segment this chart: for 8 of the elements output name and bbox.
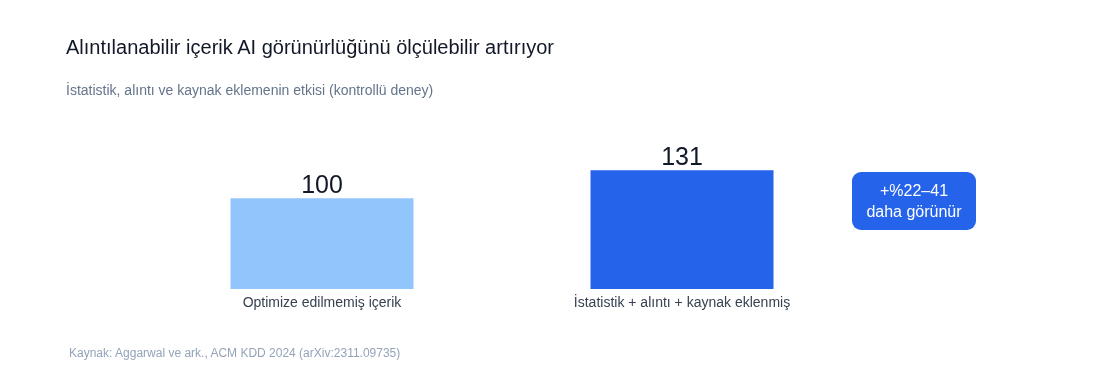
chart-subtitle: İstatistik, alıntı ve kaynak eklemenin etkisi (kontrollü deney): [66, 81, 434, 98]
chart-title: Alıntılanabilir içerik AI görünürlüğünü ölçülebilir artırıyor: [66, 36, 555, 58]
x-tick-label: İstatistik + alıntı + kaynak eklenmiş: [573, 293, 791, 310]
data-label: 131: [661, 141, 703, 170]
data-label: 100: [301, 169, 343, 198]
x-tick-label: Optimize edilmemiş içerik: [242, 294, 403, 310]
text: Kaynak: Aggarwal ve ark., ACM KDD 2024 (arXiv:2311.09735): [69, 346, 401, 360]
callout-box: +%22–41 daha görünür: [852, 172, 976, 230]
